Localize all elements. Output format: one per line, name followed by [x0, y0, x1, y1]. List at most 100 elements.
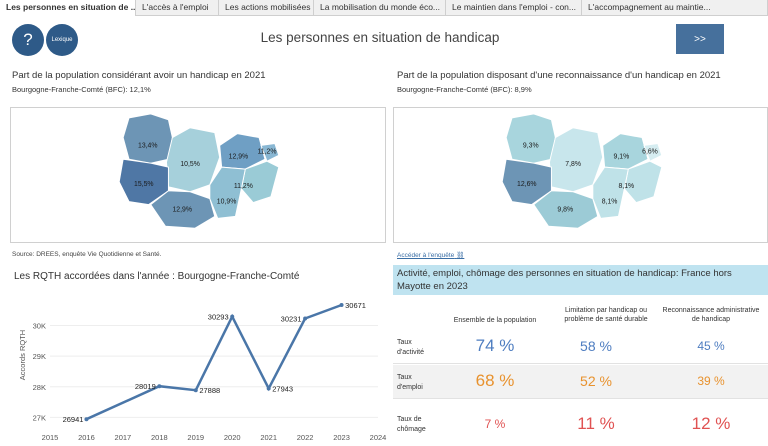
- employment-title: Activité, emploi, chômage des personnes …: [393, 265, 768, 295]
- data-point[interactable]: [266, 386, 271, 391]
- region-jura: [209, 166, 246, 219]
- y-tick-label: 29K: [33, 352, 46, 361]
- map-label: 10,9%: [217, 199, 237, 206]
- row-label: Taux d'emploi: [397, 374, 423, 391]
- tab-personnes-handicap[interactable]: Les personnes en situation de ...: [0, 0, 136, 16]
- left-map[interactable]: 13,4% 10,5% 12,9% 11,2% 15,5% 11,2% 12,9…: [10, 107, 386, 243]
- x-tick-label: 2015: [42, 433, 59, 442]
- data-label: 30231: [281, 314, 302, 323]
- bfc-reconnaissance-map[interactable]: 9,3% 7,8% 9,1% 6,6% 12,6% 8,1% 9,8% 8,1%: [394, 108, 767, 242]
- data-point[interactable]: [303, 316, 308, 321]
- map-label: 13,4%: [138, 142, 157, 149]
- region-territoire-belfort: [260, 142, 280, 162]
- table-cell: 45 %: [697, 339, 725, 353]
- region-yonne: [122, 113, 173, 164]
- table-cell: 12 %: [691, 414, 731, 433]
- x-tick-label: 2016: [78, 433, 95, 442]
- region-saone-et-loire: [533, 190, 599, 229]
- table-cell: 7 %: [484, 417, 506, 431]
- table-cell: 39 %: [697, 374, 725, 388]
- map-label: 12,9%: [229, 153, 249, 160]
- map-label: 11,2%: [257, 148, 276, 155]
- x-tick-label: 2023: [333, 433, 350, 442]
- region-jura: [592, 166, 629, 219]
- lexique-button[interactable]: Lexique: [46, 24, 78, 56]
- column-header: Limitation par handicap ou problème de s…: [564, 307, 648, 323]
- map-label: 7,8%: [565, 161, 581, 168]
- map-label: 10,5%: [180, 161, 200, 168]
- table-cell: 58 %: [580, 338, 612, 354]
- enquete-link[interactable]: Accéder à l'enquête ⛓: [397, 251, 464, 259]
- data-label: 28019: [135, 382, 156, 391]
- map-label: 11,2%: [234, 183, 253, 190]
- table-cell: 52 %: [580, 373, 612, 389]
- y-tick-label: 30K: [33, 322, 46, 331]
- column-header: Reconnaissance administrative de handica…: [662, 307, 760, 323]
- left-map-title: Part de la population considérant avoir …: [12, 70, 266, 81]
- table-cell: 68 %: [475, 371, 515, 390]
- data-label: 30671: [345, 301, 366, 310]
- x-tick-label: 2019: [187, 433, 204, 442]
- tab-bar: Les personnes en situation de ... L'accè…: [0, 0, 768, 16]
- row-label: Taux de chômage: [397, 416, 426, 433]
- map-label: 9,3%: [523, 142, 539, 149]
- tab-actions-mobilisees[interactable]: Les actions mobilisées: [219, 0, 314, 16]
- x-tick-label: 2021: [260, 433, 277, 442]
- rqth-line-chart[interactable]: 27K 28K 29K 30K 2015 2016 2017 2018 2019 2020 202…: [0, 290, 390, 446]
- rqth-series-line: [85, 303, 343, 421]
- y-tick-label: 27K: [33, 413, 46, 422]
- right-map-subtitle: Bourgogne-Franche-Comté (BFC): 8,9%: [397, 85, 532, 94]
- map-label: 15,5%: [134, 181, 154, 188]
- region-nievre: [118, 158, 169, 206]
- data-label: 26941: [63, 415, 84, 424]
- y-tick-label: 28K: [33, 383, 46, 392]
- map-label: 12,9%: [172, 206, 192, 213]
- x-tick-label: 2017: [115, 433, 132, 442]
- next-page-button[interactable]: >>: [676, 24, 724, 54]
- x-tick-label: 2018: [151, 433, 168, 442]
- map-label: 6,6%: [642, 148, 658, 155]
- region-saone-et-loire: [150, 190, 216, 229]
- data-point[interactable]: [84, 417, 89, 422]
- region-nievre: [501, 158, 552, 206]
- data-point[interactable]: [157, 384, 162, 389]
- table-row: Taux d'emploi 68 % 52 % 39 %: [393, 365, 768, 399]
- data-label: 27943: [272, 385, 293, 394]
- external-link-icon: ⛓: [456, 252, 465, 259]
- region-territoire-belfort: [643, 142, 663, 162]
- tab-mobilisation-monde-eco[interactable]: La mobilisation du monde éco...: [314, 0, 446, 16]
- page-title: Les personnes en situation de handicap: [260, 30, 500, 45]
- right-map-title: Part de la population disposant d'une re…: [397, 70, 721, 81]
- column-header: Ensemble de la population: [453, 317, 537, 324]
- data-label: 30293: [208, 313, 229, 322]
- table-row: Taux de chômage 7 % 11 % 12 %: [393, 407, 768, 441]
- rqth-chart-title: Les RQTH accordées dans l'année : Bourgo…: [14, 271, 300, 282]
- data-label: 27888: [199, 386, 220, 395]
- region-yonne: [505, 113, 556, 164]
- map-label: 12,6%: [517, 181, 537, 188]
- map-label: 9,8%: [557, 206, 573, 213]
- tab-maintien-emploi[interactable]: Le maintien dans l'emploi - con...: [446, 0, 582, 16]
- table-cell: 74 %: [475, 336, 515, 355]
- x-tick-label: 2022: [297, 433, 314, 442]
- table-row: Taux d'activité 74 % 58 % 45 %: [393, 330, 768, 364]
- x-tick-label: 2020: [224, 433, 241, 442]
- enquete-link-label[interactable]: Accéder à l'enquête: [397, 252, 455, 259]
- table-cell: 11 %: [577, 414, 615, 433]
- data-point[interactable]: [193, 388, 198, 393]
- help-button[interactable]: ?: [12, 24, 44, 56]
- x-tick-label: 2024: [370, 433, 387, 442]
- map-label: 8,1%: [618, 183, 634, 190]
- data-point[interactable]: [339, 303, 344, 308]
- right-map[interactable]: 9,3% 7,8% 9,1% 6,6% 12,6% 8,1% 9,8% 8,1%: [393, 107, 768, 243]
- map-label: 9,1%: [614, 153, 630, 160]
- bfc-handicap-map[interactable]: 13,4% 10,5% 12,9% 11,2% 15,5% 11,2% 12,9…: [11, 108, 385, 242]
- left-map-subtitle: Bourgogne-Franche-Comté (BFC): 12,1%: [12, 85, 151, 94]
- tab-acces-emploi[interactable]: L'accès à l'emploi: [136, 0, 219, 16]
- data-point[interactable]: [230, 314, 235, 319]
- map-label: 8,1%: [602, 199, 618, 206]
- tab-accompagnement-maintien[interactable]: L'accompagnement au maintie...: [582, 0, 768, 16]
- source-note: Source: DREES, enquête Vie Quotidienne e…: [12, 251, 162, 258]
- y-axis-label: Accords RQTH: [18, 330, 27, 380]
- row-label: Taux d'activité: [397, 339, 425, 356]
